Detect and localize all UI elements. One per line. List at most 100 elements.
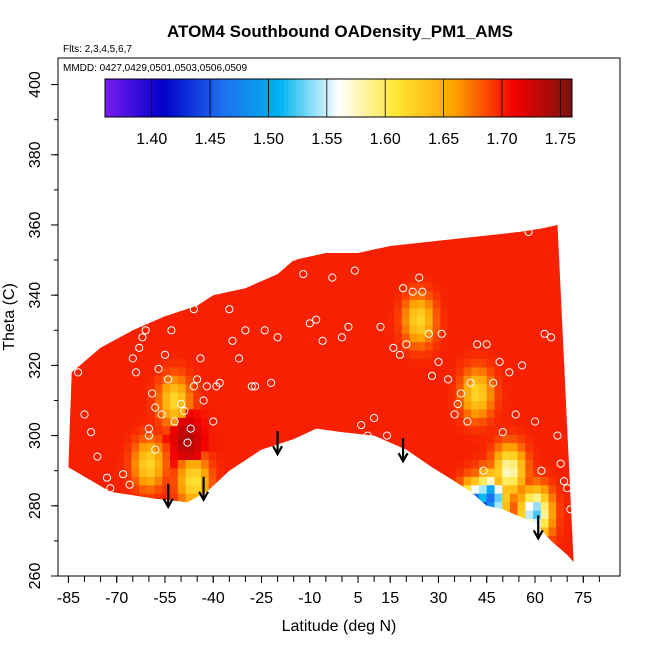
field-cell [540,451,550,460]
field-cell [208,333,217,343]
field-cell [193,316,202,326]
field-cell [255,366,264,376]
field-cell [463,316,472,326]
field-cell [108,366,117,376]
field-cell [548,248,557,258]
chart-title: ATOM4 Southbound OADensity_PM1_AMS [167,22,513,41]
field-cell [177,341,187,351]
field-cell [347,358,356,368]
data-point [80,410,89,419]
field-cell [455,358,465,368]
field-cell [162,434,171,444]
field-cell [108,425,117,435]
colorbar-tick-label: 1.40 [136,131,167,148]
field-cell [162,417,171,427]
field-cell [340,408,349,418]
field-cell [440,341,449,351]
field-cell [494,349,503,359]
field-cell [162,451,171,460]
field-cell [448,265,457,275]
colorbar-swatch [431,79,437,117]
field-cell [324,265,333,275]
field-cell [324,341,333,351]
field-cell [525,274,534,284]
field-cell [247,307,256,317]
field-cell [394,408,403,418]
field-cell [355,257,364,267]
field-cell [100,467,109,477]
field-cell [486,324,495,334]
field-cell [417,442,426,452]
field-cell [85,459,94,469]
field-cell [255,341,264,351]
field-cell [455,366,465,376]
field-cell [479,459,488,469]
field-cell [293,333,302,343]
field-cell [231,324,241,334]
field-cell [293,425,302,435]
field-cell [548,324,557,334]
field-cell [231,366,241,376]
field-cell [324,257,333,267]
field-cell [363,349,372,359]
field-cell [116,392,125,402]
field-cell [386,248,395,258]
field-cell [432,265,441,275]
field-cell [479,265,488,275]
field-cell [92,442,102,452]
field-cell [123,366,133,376]
y-tick-label: 300 [27,422,44,449]
field-cell [409,442,418,452]
field-cell [293,417,302,427]
data-point [505,368,514,377]
field-cell [370,248,380,258]
field-cell [247,434,256,444]
field-cell [556,493,565,503]
field-cell [324,375,333,385]
field-cell [564,535,573,545]
colorbar-swatch [206,79,211,117]
field-cell [525,442,534,452]
data-point [328,273,337,282]
field-cell [231,400,241,410]
field-cell [332,400,341,410]
field-cell [309,408,318,418]
colorbar-swatch [116,79,121,117]
field-cell [146,476,156,486]
colorbar-swatch [466,79,472,117]
field-cell [455,400,465,410]
x-tick-label: 45 [478,590,496,607]
field-cell [533,442,542,452]
field-cell [201,333,210,343]
field-cell [378,316,387,326]
field-cell [224,400,233,410]
field-cell [139,467,148,477]
field-cell [471,383,480,393]
field-cell [455,425,465,435]
field-cell [564,459,573,469]
field-cell [425,349,434,359]
field-cell [486,501,495,511]
field-cell [309,291,318,300]
field-cell [116,476,125,486]
field-cell [479,451,488,460]
field-cell [517,484,526,494]
colorbar-swatch [381,79,386,117]
field-cell [100,451,109,460]
colorbar-swatch [544,79,550,117]
field-cell [540,442,550,452]
data-point [456,389,466,398]
field-cell [479,417,488,427]
field-cell [425,324,434,334]
field-cell [262,282,272,292]
field-cell [440,383,449,393]
field-cell [486,417,495,427]
colorbar-swatch [151,79,156,117]
field-cell [432,248,441,258]
colorbar-swatch [260,79,265,117]
field-cell [139,400,148,410]
colorbar-swatch [322,79,328,117]
field-cell [556,451,565,460]
field-cell [347,248,356,258]
field-cell [432,349,441,359]
